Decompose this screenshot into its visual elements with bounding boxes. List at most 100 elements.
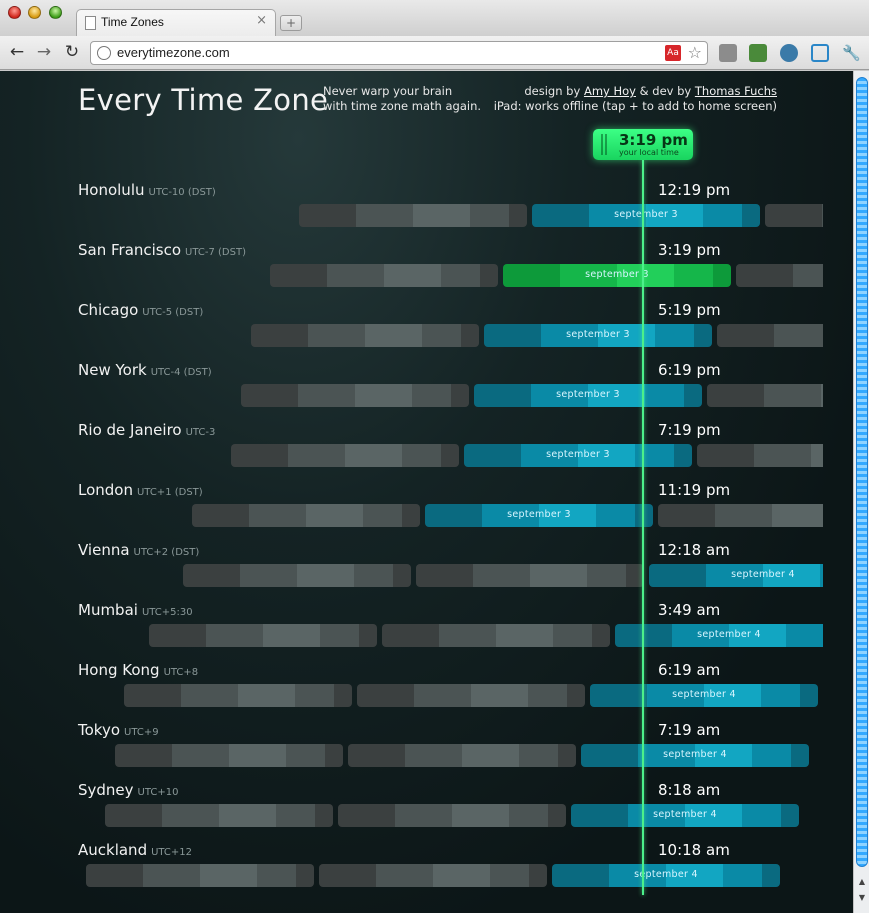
other-day-block[interactable] [658, 504, 823, 527]
utc-offset: UTC+10 [137, 787, 179, 798]
screen-extension-icon[interactable] [811, 44, 829, 62]
day-label: september 3 [614, 209, 678, 220]
day-strip[interactable]: september 4 [105, 804, 823, 827]
address-bar[interactable]: everytimezone.com Aa ☆ [90, 41, 708, 65]
day-strip[interactable]: september 3 [192, 504, 823, 527]
globe-extension-icon[interactable] [780, 44, 798, 62]
day-strip[interactable]: september 3 [251, 324, 823, 347]
feed-icon[interactable]: Aa [665, 45, 681, 61]
current-day-block[interactable]: september 4 [649, 564, 823, 587]
current-day-block[interactable]: september 3 [464, 444, 692, 467]
other-day-block[interactable] [319, 864, 547, 887]
credits-prefix: design by [524, 84, 584, 98]
reload-button[interactable]: ↻ [64, 42, 80, 62]
other-day-block[interactable] [736, 264, 823, 287]
day-strip[interactable]: september 3 [231, 444, 823, 467]
other-day-block[interactable] [124, 684, 352, 707]
developer-link[interactable]: Thomas Fuchs [694, 84, 777, 98]
current-day-block[interactable]: september 4 [552, 864, 780, 887]
current-day-block[interactable]: september 4 [590, 684, 818, 707]
other-day-block[interactable] [338, 804, 566, 827]
other-day-block[interactable] [86, 864, 314, 887]
current-day-block[interactable]: september 3 [503, 264, 731, 287]
current-day-block[interactable]: september 3 [474, 384, 702, 407]
city-name: Auckland UTC+12 [78, 841, 192, 859]
scroll-thumb[interactable] [856, 77, 868, 867]
other-day-block[interactable] [149, 624, 377, 647]
zone-row[interactable]: Tokyo UTC+9 7:19 am september 4 [0, 721, 853, 781]
other-day-block[interactable] [270, 264, 498, 287]
day-strip[interactable]: september 4 [149, 624, 823, 647]
tab-close-icon[interactable]: × [256, 13, 267, 28]
zone-row[interactable]: Chicago UTC-5 (DST) 5:19 pm september 3 [0, 301, 853, 361]
other-day-block[interactable] [357, 684, 585, 707]
current-day-block[interactable]: september 4 [581, 744, 809, 767]
zone-row[interactable]: Vienna UTC+2 (DST) 12:18 am september 4 [0, 541, 853, 601]
drag-grip-icon[interactable] [601, 134, 607, 155]
other-day-block[interactable] [183, 564, 411, 587]
evernote-extension-icon[interactable] [749, 44, 767, 62]
zone-row[interactable]: Sydney UTC+10 8:18 am september 4 [0, 781, 853, 841]
wrench-icon[interactable]: 🔧 [842, 44, 861, 62]
scrollbar[interactable]: ▲ ▼ [853, 71, 869, 913]
other-day-block[interactable] [251, 324, 479, 347]
city-label: Auckland [78, 841, 148, 859]
back-button[interactable]: ← [9, 42, 25, 62]
close-window-button[interactable] [8, 6, 21, 19]
minimize-window-button[interactable] [28, 6, 41, 19]
bookmark-star-icon[interactable]: ☆ [687, 43, 702, 62]
other-day-block[interactable] [416, 564, 644, 587]
url-text[interactable]: everytimezone.com [117, 45, 230, 60]
zone-row[interactable]: Auckland UTC+12 10:18 am september 4 [0, 841, 853, 901]
zone-row[interactable]: San Francisco UTC-7 (DST) 3:19 pm september… [0, 241, 853, 301]
zone-row[interactable]: Rio de Janeiro UTC-3 7:19 pm september 3 [0, 421, 853, 481]
zone-time: 12:19 pm [658, 181, 731, 199]
zoom-window-button[interactable] [49, 6, 62, 19]
current-time-line[interactable] [642, 160, 644, 895]
other-day-block[interactable] [348, 744, 576, 767]
other-day-block[interactable] [717, 324, 823, 347]
other-day-block[interactable] [231, 444, 459, 467]
other-day-block[interactable] [115, 744, 343, 767]
browser-tab[interactable]: Time Zones × [76, 9, 276, 36]
site-logo[interactable]: Every Time Zone [78, 83, 329, 117]
other-day-block[interactable] [105, 804, 333, 827]
scroll-up-arrow[interactable]: ▲ [858, 877, 866, 886]
zone-row[interactable]: London UTC+1 (DST) 11:19 pm september 3 [0, 481, 853, 541]
browser-toolbar: ← → ↻ everytimezone.com Aa ☆ 🔧 [0, 36, 869, 70]
day-strip[interactable]: september 3 [241, 384, 823, 407]
other-day-block[interactable] [382, 624, 610, 647]
current-day-block[interactable]: september 3 [532, 204, 760, 227]
other-day-block[interactable] [192, 504, 420, 527]
day-strip[interactable]: september 3 [299, 204, 823, 227]
zone-time: 6:19 pm [658, 361, 721, 379]
zone-row[interactable]: Honolulu UTC-10 (DST) 12:19 pm september 3 [0, 181, 853, 241]
forward-button[interactable]: → [36, 42, 52, 62]
zone-row[interactable]: Hong Kong UTC+8 6:19 am september 4 [0, 661, 853, 721]
day-strip[interactable]: september 4 [115, 744, 823, 767]
current-day-block[interactable]: september 3 [484, 324, 712, 347]
new-tab-button[interactable]: + [280, 15, 302, 31]
city-name: Tokyo UTC+9 [78, 721, 159, 739]
tag-extension-icon[interactable] [719, 44, 737, 62]
other-day-block[interactable] [765, 204, 823, 227]
other-day-block[interactable] [241, 384, 469, 407]
city-label: Vienna [78, 541, 130, 559]
other-day-block[interactable] [707, 384, 823, 407]
city-label: San Francisco [78, 241, 182, 259]
day-strip[interactable]: september 4 [124, 684, 823, 707]
zone-row[interactable]: Mumbai UTC+5:30 3:49 am september 4 [0, 601, 853, 661]
day-strip[interactable]: september 4 [86, 864, 823, 887]
current-day-block[interactable]: september 4 [615, 624, 823, 647]
zone-row[interactable]: New York UTC-4 (DST) 6:19 pm september 3 [0, 361, 853, 421]
local-time-marker[interactable]: 3:19 pm your local time [593, 129, 693, 160]
city-name: Honolulu UTC-10 (DST) [78, 181, 216, 199]
day-strip[interactable]: september 3 [270, 264, 823, 287]
day-strip[interactable]: september 4 [183, 564, 823, 587]
other-day-block[interactable] [299, 204, 527, 227]
current-day-block[interactable]: september 4 [571, 804, 799, 827]
current-day-block[interactable]: september 3 [425, 504, 653, 527]
other-day-block[interactable] [697, 444, 823, 467]
designer-link[interactable]: Amy Hoy [583, 84, 636, 98]
scroll-down-arrow[interactable]: ▼ [858, 893, 866, 902]
